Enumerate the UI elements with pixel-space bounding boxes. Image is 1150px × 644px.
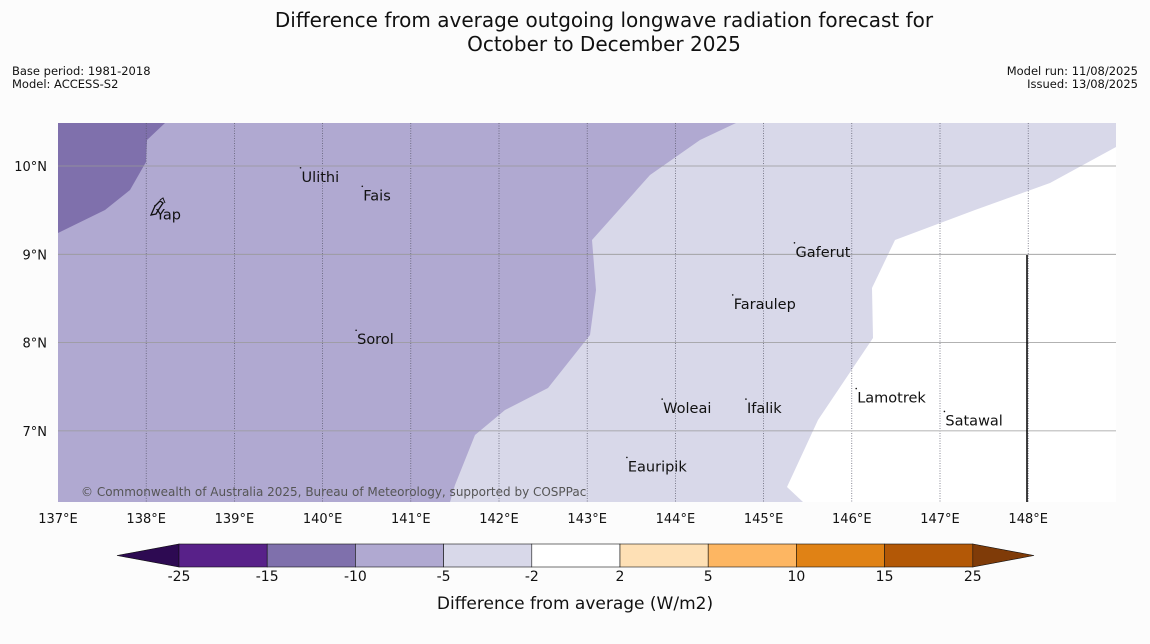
lon-tick-label: 147°E: [920, 512, 960, 527]
place-label: Satawal: [945, 413, 1002, 429]
colorbar-tick: -2: [524, 569, 539, 585]
colorbar-segment: [796, 543, 885, 568]
place-label: Woleai: [663, 401, 711, 417]
lon-tick-label: 140°E: [303, 512, 343, 527]
contour-minus15-to-minus10: [58, 123, 165, 233]
lon-tick-label: 141°E: [391, 512, 431, 527]
lon-tick-label: 146°E: [832, 512, 872, 527]
place-label: Gaferut: [795, 245, 850, 261]
place-marker: [355, 329, 357, 332]
lon-tick-label: 144°E: [656, 512, 696, 527]
place-label: Sorol: [357, 332, 394, 348]
colorbar-segment: [266, 543, 356, 568]
lat-tick-label: 9°N: [23, 248, 48, 263]
colorbar-segment: [707, 543, 797, 568]
colorbar-segment: [619, 543, 709, 568]
longitude-tick-labels: 137°E 138°E 139°E 140°E 141°E 142°E 143°E 144°E…: [38, 512, 1048, 527]
place-label: Ulithi: [302, 170, 340, 186]
meta-left: Base period: 1981-2018 Model: ACCESS-S2: [12, 65, 151, 91]
colorbar-tick: 5: [703, 569, 713, 585]
place-marker: [661, 398, 663, 400]
contour-minus10-to-minus5: [58, 123, 736, 502]
lon-tick-label: 143°E: [567, 512, 607, 527]
colorbar-tick: 25: [963, 569, 982, 585]
model-name: Model: ACCESS-S2: [12, 77, 119, 91]
colorbar-segment: [531, 543, 621, 568]
model-run: Model run: 11/08/2025: [1006, 64, 1138, 78]
title-line-2: October to December 2025: [467, 32, 741, 56]
issued-date: Issued: 13/08/2025: [1027, 77, 1138, 91]
colorbar-tick: -10: [343, 569, 367, 585]
colorbar-tick: -25: [167, 569, 191, 585]
lon-tick-label: 139°E: [215, 512, 255, 527]
colorbar-tick: 2: [615, 569, 625, 585]
map-area: [58, 123, 1116, 502]
lon-tick-label: 137°E: [38, 512, 78, 527]
place-marker: [731, 294, 734, 296]
place-marker: [154, 204, 156, 207]
place-label: Lamotrek: [857, 391, 926, 407]
place-marker: [626, 456, 628, 459]
place-label: Ifalik: [747, 401, 782, 417]
lat-tick-label: 10°N: [14, 160, 47, 175]
colorbar-segment: [443, 543, 533, 568]
colorbar-tick: -5: [436, 569, 451, 585]
colorbar-label: Difference from average (W/m2): [436, 594, 714, 614]
place-label: Fais: [363, 188, 390, 204]
place-marker: [793, 242, 796, 244]
lon-tick-label: 145°E: [744, 512, 784, 527]
latitude-tick-labels: 10°N 9°N 8°N 7°N: [14, 160, 47, 440]
lon-tick-label: 142°E: [479, 512, 519, 527]
lat-tick-label: 7°N: [23, 425, 48, 440]
place-label: Faraulep: [734, 297, 796, 313]
colorbar-tick-labels: -25 -15 -10 -5 -2 2 5 10 15 25: [0, 569, 1150, 589]
title-line-1: Difference from average outgoing longwav…: [274, 8, 934, 32]
lon-tick-label: 138°E: [126, 512, 166, 527]
gridlines: [58, 123, 1116, 502]
place-label: Eauripik: [628, 459, 687, 475]
chart-title: Difference from average outgoing longwav…: [0, 8, 1150, 56]
meta-right: Model run: 11/08/2025 Issued: 13/08/2025: [1007, 65, 1138, 91]
place-label: Yap: [155, 208, 181, 224]
colorbar-extend-low: [116, 543, 180, 568]
colorbar-tick: 15: [875, 569, 894, 585]
colorbar-extend-high: [972, 543, 1035, 568]
colorbar-tick: -15: [255, 569, 279, 585]
colorbar-segment: [178, 543, 268, 568]
place-marker: [361, 185, 364, 188]
copyright-notice: © Commonwealth of Australia 2025, Bureau…: [81, 485, 586, 499]
colorbar-tick: 10: [787, 569, 806, 585]
place-marker: [855, 387, 858, 390]
colorbar-segment: [884, 543, 974, 568]
place-labels: Ulithi Fais Yap Gaferut Faraulep Sorol Lamotre…: [154, 166, 1003, 475]
place-marker: [299, 166, 302, 169]
lat-tick-label: 8°N: [23, 337, 48, 352]
place-marker: [943, 410, 946, 413]
lon-tick-label: 148°E: [1008, 512, 1048, 527]
base-period: Base period: 1981-2018: [12, 64, 151, 78]
colorbar-segment: [355, 543, 444, 568]
colorbar: [116, 543, 1035, 568]
place-marker: [745, 398, 747, 400]
